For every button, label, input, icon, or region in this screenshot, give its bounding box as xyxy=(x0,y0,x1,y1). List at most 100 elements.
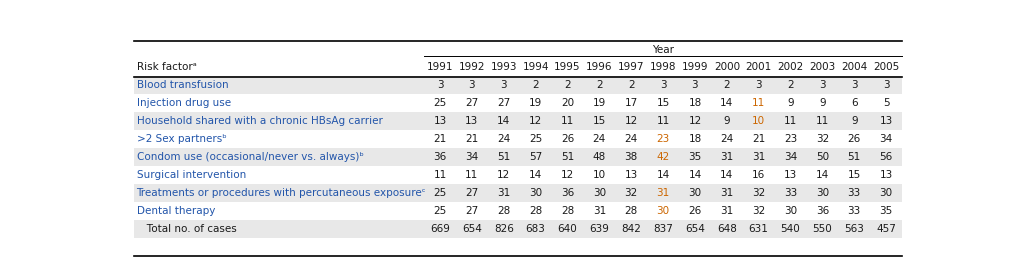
Text: 13: 13 xyxy=(625,170,638,180)
Text: 2: 2 xyxy=(564,80,571,90)
Text: 24: 24 xyxy=(720,134,733,144)
Text: 2: 2 xyxy=(533,80,539,90)
Text: 14: 14 xyxy=(656,170,669,180)
Text: 26: 26 xyxy=(847,134,861,144)
Text: 28: 28 xyxy=(497,206,511,216)
Text: 6: 6 xyxy=(851,98,857,108)
Text: 31: 31 xyxy=(497,188,511,198)
Text: 30: 30 xyxy=(784,206,797,216)
Text: 21: 21 xyxy=(465,134,478,144)
Text: 1994: 1994 xyxy=(523,62,549,72)
Text: 34: 34 xyxy=(784,152,797,162)
Text: Injection drug use: Injection drug use xyxy=(136,98,231,108)
Text: 30: 30 xyxy=(592,188,606,198)
Text: 654: 654 xyxy=(685,224,705,234)
Text: 1993: 1993 xyxy=(490,62,517,72)
Text: 10: 10 xyxy=(752,116,765,126)
Text: 2001: 2001 xyxy=(745,62,771,72)
Text: Total no. of cases: Total no. of cases xyxy=(136,224,237,234)
Text: 1999: 1999 xyxy=(681,62,708,72)
Text: 51: 51 xyxy=(847,152,861,162)
Text: 2000: 2000 xyxy=(714,62,740,72)
Text: 12: 12 xyxy=(561,170,574,180)
Text: 25: 25 xyxy=(434,98,447,108)
Text: 654: 654 xyxy=(462,224,482,234)
Text: 31: 31 xyxy=(656,188,669,198)
Text: 14: 14 xyxy=(720,98,733,108)
Text: 2004: 2004 xyxy=(841,62,867,72)
Text: 24: 24 xyxy=(592,134,606,144)
Text: 51: 51 xyxy=(561,152,574,162)
Text: 669: 669 xyxy=(430,224,450,234)
Text: 23: 23 xyxy=(656,134,669,144)
Text: 550: 550 xyxy=(813,224,832,234)
Text: 11: 11 xyxy=(561,116,574,126)
Text: 12: 12 xyxy=(688,116,702,126)
Text: Risk factorᵃ: Risk factorᵃ xyxy=(136,62,196,72)
Text: 30: 30 xyxy=(529,188,542,198)
Text: 51: 51 xyxy=(497,152,511,162)
Text: 56: 56 xyxy=(880,152,893,162)
Text: 9: 9 xyxy=(724,116,730,126)
Text: 31: 31 xyxy=(720,188,733,198)
Text: 5: 5 xyxy=(883,98,890,108)
Text: 23: 23 xyxy=(784,134,797,144)
Text: 15: 15 xyxy=(656,98,669,108)
Text: 14: 14 xyxy=(688,170,702,180)
Text: 1991: 1991 xyxy=(427,62,453,72)
Bar xyxy=(134,94,902,112)
Text: 34: 34 xyxy=(880,134,893,144)
Bar xyxy=(134,184,902,202)
Text: 631: 631 xyxy=(749,224,768,234)
Text: 1997: 1997 xyxy=(618,62,644,72)
Text: 9: 9 xyxy=(819,98,826,108)
Text: 1998: 1998 xyxy=(650,62,676,72)
Text: 3: 3 xyxy=(851,80,857,90)
Text: 13: 13 xyxy=(880,116,893,126)
Text: 31: 31 xyxy=(720,152,733,162)
Text: 28: 28 xyxy=(561,206,574,216)
Text: >2 Sex partnersᵇ: >2 Sex partnersᵇ xyxy=(136,134,226,144)
Text: 11: 11 xyxy=(752,98,765,108)
Text: Condom use (occasional/never vs. always)ᵇ: Condom use (occasional/never vs. always)… xyxy=(136,152,363,162)
Text: 3: 3 xyxy=(883,80,890,90)
Text: 11: 11 xyxy=(816,116,829,126)
Text: 12: 12 xyxy=(497,170,511,180)
Bar xyxy=(134,130,902,148)
Text: 38: 38 xyxy=(625,152,638,162)
Text: 10: 10 xyxy=(592,170,606,180)
Text: 36: 36 xyxy=(561,188,574,198)
Text: 12: 12 xyxy=(625,116,638,126)
Text: 9: 9 xyxy=(851,116,857,126)
Text: Blood transfusion: Blood transfusion xyxy=(136,80,228,90)
Text: 2: 2 xyxy=(724,80,730,90)
Text: 20: 20 xyxy=(561,98,574,108)
Text: 24: 24 xyxy=(497,134,511,144)
Text: 16: 16 xyxy=(752,170,765,180)
Text: 32: 32 xyxy=(752,188,765,198)
Text: 3: 3 xyxy=(692,80,699,90)
Bar xyxy=(134,112,902,130)
Text: 15: 15 xyxy=(592,116,606,126)
Text: 21: 21 xyxy=(434,134,447,144)
Text: 31: 31 xyxy=(720,206,733,216)
Text: 27: 27 xyxy=(497,98,511,108)
Bar xyxy=(134,166,902,184)
Text: 15: 15 xyxy=(847,170,861,180)
Text: 2005: 2005 xyxy=(874,62,899,72)
Text: 3: 3 xyxy=(755,80,762,90)
Text: 457: 457 xyxy=(877,224,896,234)
Text: 25: 25 xyxy=(434,188,447,198)
Text: 13: 13 xyxy=(465,116,478,126)
Text: 19: 19 xyxy=(529,98,542,108)
Text: 9: 9 xyxy=(788,98,794,108)
Text: 1995: 1995 xyxy=(554,62,580,72)
Text: 25: 25 xyxy=(434,206,447,216)
Text: 24: 24 xyxy=(625,134,638,144)
Text: 1996: 1996 xyxy=(586,62,613,72)
Text: 842: 842 xyxy=(622,224,641,234)
Text: 648: 648 xyxy=(717,224,737,234)
Text: 3: 3 xyxy=(468,80,475,90)
Text: 26: 26 xyxy=(688,206,702,216)
Text: 28: 28 xyxy=(529,206,542,216)
